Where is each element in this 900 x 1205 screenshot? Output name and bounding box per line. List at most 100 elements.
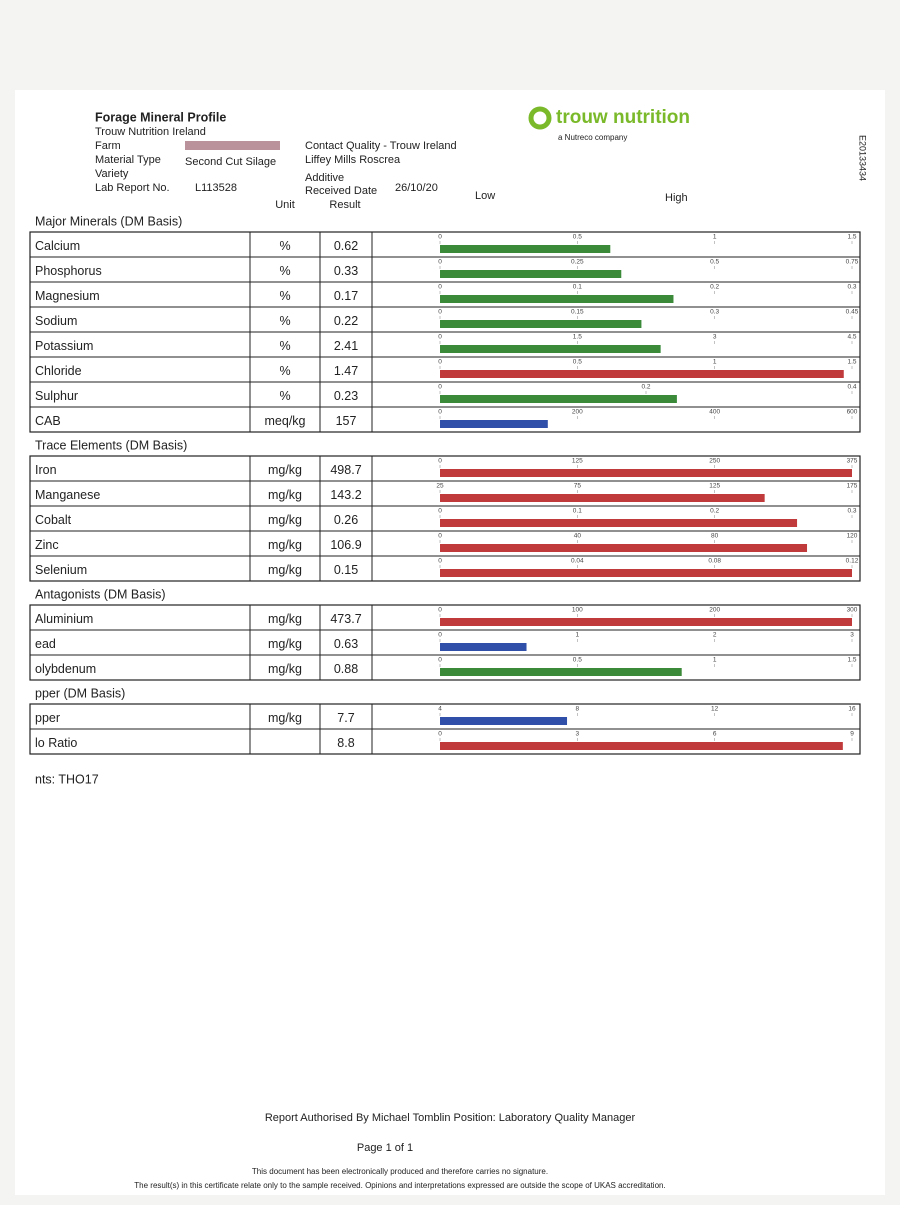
label: Lab Report No. bbox=[95, 182, 170, 194]
unit: meq/kg bbox=[265, 414, 306, 428]
tick-label: 0 bbox=[438, 558, 442, 565]
tick-label: 125 bbox=[709, 483, 720, 490]
unit: mg/kg bbox=[268, 637, 302, 651]
section-title: pper (DM Basis) bbox=[35, 686, 125, 700]
tick-label: 0.1 bbox=[573, 284, 582, 291]
result-bar bbox=[440, 320, 642, 328]
row-name: Potassium bbox=[35, 339, 93, 353]
tick-label: 0 bbox=[438, 731, 442, 738]
tick-label: 0.45 bbox=[846, 309, 859, 316]
company: Trouw Nutrition Ireland bbox=[95, 126, 206, 138]
label: Farm bbox=[95, 140, 121, 152]
tick-label: 0.12 bbox=[846, 558, 859, 565]
result: 0.17 bbox=[334, 289, 358, 303]
row-name: Sulphur bbox=[35, 389, 78, 403]
tick-label: 300 bbox=[847, 607, 858, 614]
tick-label: 100 bbox=[572, 607, 583, 614]
result-bar bbox=[440, 569, 852, 577]
tick-label: 0 bbox=[438, 384, 442, 391]
tick-label: 0.5 bbox=[573, 234, 582, 241]
tick-label: 3 bbox=[850, 632, 854, 639]
tick-label: 0 bbox=[438, 359, 442, 366]
tick-label: 0 bbox=[438, 284, 442, 291]
tick-label: 200 bbox=[572, 409, 583, 416]
result: 8.8 bbox=[337, 736, 354, 750]
page-number: Page 1 of 1 bbox=[357, 1142, 413, 1154]
tick-label: 200 bbox=[709, 607, 720, 614]
unit: % bbox=[279, 264, 290, 278]
result: 157 bbox=[336, 414, 357, 428]
result: 2.41 bbox=[334, 339, 358, 353]
tick-label: 0 bbox=[438, 533, 442, 540]
value: 26/10/20 bbox=[395, 182, 438, 194]
row-name: Zinc bbox=[35, 538, 59, 552]
row-name: Phosphorus bbox=[35, 264, 102, 278]
label: Variety bbox=[95, 168, 129, 180]
row-name: olybdenum bbox=[35, 662, 96, 676]
doc-id: E20133434 bbox=[858, 135, 868, 181]
section-box bbox=[29, 703, 861, 755]
tick-label: 1.5 bbox=[847, 359, 856, 366]
tick-label: 0.2 bbox=[710, 508, 719, 515]
tick-label: 1 bbox=[713, 657, 717, 664]
section-title: Major Minerals (DM Basis) bbox=[35, 214, 182, 228]
tick-label: 0 bbox=[438, 234, 442, 241]
row-name: pper bbox=[35, 711, 60, 725]
result-bar bbox=[440, 494, 765, 502]
unit: mg/kg bbox=[268, 538, 302, 552]
tick-label: 25 bbox=[436, 483, 444, 490]
result-bar bbox=[440, 643, 527, 651]
result-bar bbox=[440, 544, 808, 552]
tick-label: 0.3 bbox=[847, 284, 856, 291]
tick-label: 0 bbox=[438, 632, 442, 639]
section-title: Antagonists (DM Basis) bbox=[35, 587, 166, 601]
unit: mg/kg bbox=[268, 563, 302, 577]
tick-label: 6 bbox=[713, 731, 717, 738]
result-bar bbox=[440, 420, 548, 428]
row-name: Calcium bbox=[35, 239, 80, 253]
unit: % bbox=[279, 364, 290, 378]
tick-label: 1.5 bbox=[573, 334, 582, 341]
tick-label: 2 bbox=[713, 632, 717, 639]
logo-sub: a Nutreco company bbox=[558, 133, 627, 142]
row-name: Selenium bbox=[35, 563, 87, 577]
section-title: Trace Elements (DM Basis) bbox=[35, 438, 187, 452]
result-bar bbox=[440, 395, 677, 403]
tick-label: 0.5 bbox=[573, 359, 582, 366]
result-bar bbox=[440, 519, 798, 527]
value: Liffey Mills Roscrea bbox=[305, 154, 401, 166]
tick-label: 0.2 bbox=[710, 284, 719, 291]
tick-label: 80 bbox=[711, 533, 719, 540]
result: 1.47 bbox=[334, 364, 358, 378]
unit: % bbox=[279, 289, 290, 303]
result: 0.26 bbox=[334, 513, 358, 527]
result-bar bbox=[440, 370, 844, 378]
result-bar bbox=[440, 469, 852, 477]
row-name: lo Ratio bbox=[35, 736, 77, 750]
tick-label: 0.2 bbox=[641, 384, 650, 391]
tick-label: 3 bbox=[713, 334, 717, 341]
result: 498.7 bbox=[330, 463, 361, 477]
result: 143.2 bbox=[330, 488, 361, 502]
tick-label: 9 bbox=[850, 731, 854, 738]
tick-label: 1.5 bbox=[847, 234, 856, 241]
tick-label: 600 bbox=[847, 409, 858, 416]
note: This document has been electronically pr… bbox=[252, 1167, 548, 1176]
unit: mg/kg bbox=[268, 513, 302, 527]
result: 0.15 bbox=[334, 563, 358, 577]
label: Additive bbox=[305, 172, 344, 184]
value: Contact Quality - Trouw Ireland bbox=[305, 140, 457, 152]
tick-label: 0 bbox=[438, 508, 442, 515]
row-name: ead bbox=[35, 637, 56, 651]
col-head: Low bbox=[475, 190, 495, 202]
logo-mark bbox=[528, 106, 552, 130]
label: Material Type bbox=[95, 154, 161, 166]
tick-label: 0.08 bbox=[708, 558, 721, 565]
result-bar bbox=[440, 717, 568, 725]
result: 0.33 bbox=[334, 264, 358, 278]
authorised: Report Authorised By Michael Tomblin Pos… bbox=[265, 1112, 636, 1124]
unit: % bbox=[279, 239, 290, 253]
tick-label: 16 bbox=[848, 706, 856, 713]
tick-label: 8 bbox=[576, 706, 580, 713]
